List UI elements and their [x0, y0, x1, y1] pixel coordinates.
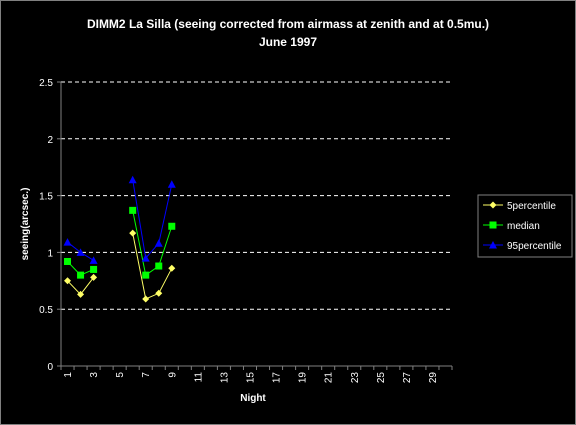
x-tick-label: 1: [63, 372, 74, 378]
data-point-median: [129, 206, 137, 214]
data-point-median: [90, 265, 98, 273]
tick-labels: 00.511.522.51 3 5 7 9 11 13 15 17 19 21 23 25 27 29: [39, 78, 439, 383]
y-tick-label: 0.5: [39, 305, 53, 316]
x-tick-label: 13: [219, 372, 230, 384]
x-tick-label: 3: [89, 372, 100, 378]
x-tick-label: 25: [376, 372, 387, 384]
data-point-median: [64, 257, 72, 265]
x-tick-label: 9: [167, 372, 178, 378]
y-tick-label: 0: [47, 362, 53, 373]
series-line-median: [132, 210, 173, 276]
legend-marker-median: [489, 221, 497, 229]
y-tick-label: 1: [47, 248, 53, 259]
data-point-95percentile: [89, 256, 98, 264]
data-point-median: [168, 222, 176, 230]
legend-label: 95percentile: [507, 241, 562, 252]
data-point-95percentile: [154, 239, 163, 247]
legend-marker-95percentile: [489, 241, 497, 249]
legend-label: 5percentile: [507, 201, 556, 212]
data-point-95percentile: [76, 248, 85, 256]
x-tick-label: 29: [428, 372, 439, 384]
x-tick-label: 5: [115, 372, 126, 378]
data-point-5percentile: [168, 264, 176, 272]
x-tick-label: 21: [324, 372, 335, 384]
data-point-median: [142, 271, 150, 279]
series-median: [64, 206, 176, 279]
x-tick-label: 15: [245, 372, 256, 384]
data-point-5percentile: [155, 289, 163, 297]
chart-title-line1: DIMM2 La Silla (seeing corrected from ai…: [87, 17, 489, 31]
y-tick-label: 2.5: [39, 78, 53, 89]
data-point-95percentile: [141, 254, 150, 262]
legend-box: [477, 194, 573, 258]
x-tick-label: 27: [402, 372, 413, 384]
x-axis-title: Night: [240, 393, 266, 404]
chart-title-line2: June 1997: [259, 35, 317, 49]
legend: 5percentile median 95percentile: [477, 194, 573, 258]
series-line-5percentile: [132, 232, 173, 300]
x-tick-label: 23: [350, 372, 361, 384]
x-tick-label: 7: [141, 372, 152, 378]
data-point-median: [155, 262, 163, 270]
series-5percentile: [64, 229, 176, 303]
y-axis-title: seeing(arcsec.): [20, 188, 31, 261]
data-point-5percentile: [77, 290, 85, 298]
data-point-5percentile: [142, 295, 150, 303]
data-point-95percentile: [128, 175, 137, 184]
series-line-95percentile: [132, 179, 173, 260]
data-point-median: [77, 271, 85, 279]
x-tick-label: 19: [298, 372, 309, 384]
x-tick-label: 17: [272, 372, 283, 384]
series-95percentile: [63, 175, 176, 264]
data-point-5percentile: [129, 229, 137, 237]
y-tick-label: 1.5: [39, 192, 53, 203]
axes: [57, 81, 453, 370]
data-point-95percentile: [167, 180, 176, 188]
legend-label: median: [507, 221, 540, 232]
series-group: [63, 175, 176, 303]
x-tick-label: 11: [193, 372, 204, 383]
data-point-95percentile: [63, 238, 72, 246]
legend-marker-5percentile: [489, 201, 497, 209]
gridlines: [61, 81, 452, 310]
y-tick-label: 2: [47, 135, 53, 146]
data-point-5percentile: [90, 273, 98, 281]
data-point-5percentile: [64, 277, 72, 285]
